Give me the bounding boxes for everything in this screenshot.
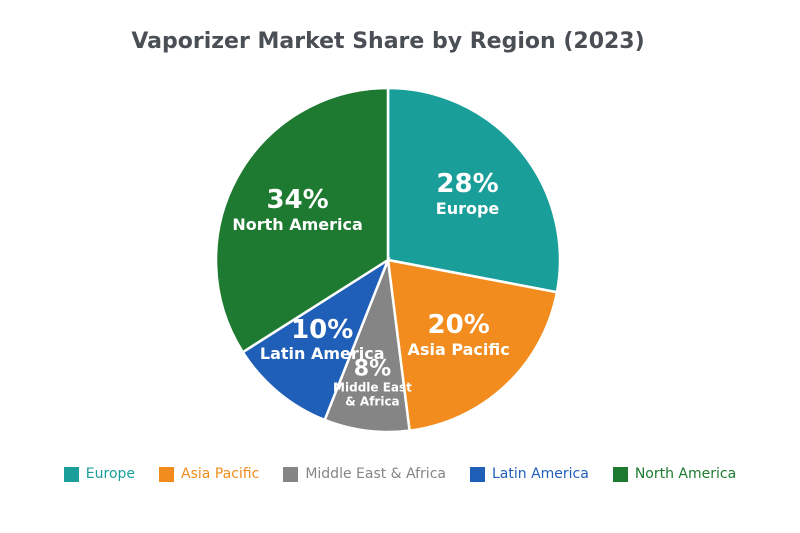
slice-value: 28% xyxy=(436,169,499,200)
pie-slice xyxy=(241,256,391,422)
legend-label: Asia Pacific xyxy=(181,466,260,482)
pie-slice xyxy=(214,86,390,354)
slice-value: 20% xyxy=(427,310,490,341)
legend-item: Asia Pacific xyxy=(159,466,259,482)
legend: Europe Asia Pacific Middle East & Africa La… xyxy=(0,466,800,482)
slice-value: 34% xyxy=(266,185,329,216)
slice-label: 28% Europe xyxy=(435,169,500,218)
pie-slice xyxy=(386,86,562,294)
slice-label: 8% Middle East & Africa xyxy=(332,356,412,409)
slice-value: 8% xyxy=(353,356,392,382)
legend-swatch xyxy=(283,466,299,482)
legend-swatch xyxy=(469,466,485,482)
slice-name: Asia Pacific xyxy=(407,339,510,359)
legend-swatch xyxy=(159,466,175,482)
legend-label: Europe xyxy=(85,466,136,482)
slice-label: 20% Asia Pacific xyxy=(407,310,510,359)
legend-item: North America xyxy=(612,466,737,482)
chart-title: Vaporizer Market Share by Region (2023) xyxy=(131,29,644,54)
slice-name: Europe xyxy=(435,198,500,218)
legend-label: North America xyxy=(634,466,737,482)
slice-value: 10% xyxy=(291,314,354,345)
slice-name: Middle East & Africa xyxy=(333,380,412,409)
legend-swatch xyxy=(63,466,79,482)
slice-name: Latin America xyxy=(259,344,385,364)
legend-label: Middle East & Africa xyxy=(305,466,446,482)
legend-item: Middle East & Africa xyxy=(283,466,446,482)
legend-swatch xyxy=(612,466,628,482)
legend-item: Latin America xyxy=(469,466,589,482)
slice-label: 34% North America xyxy=(232,185,363,235)
slice-label: 10% Latin America xyxy=(259,314,385,364)
legend-label: Latin America xyxy=(491,466,589,482)
slice-name: North America xyxy=(232,215,363,235)
legend-item: Europe xyxy=(63,466,136,482)
pie-slice xyxy=(386,258,559,433)
